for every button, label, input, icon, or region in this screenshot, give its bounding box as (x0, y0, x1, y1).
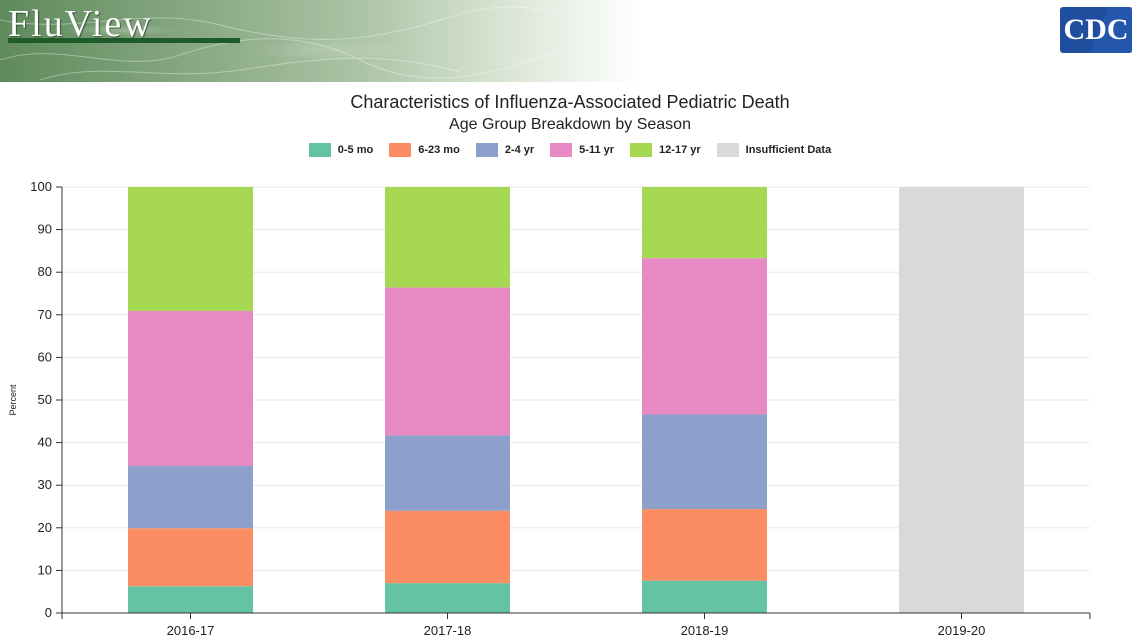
x-tick-label: 2016-17 (167, 623, 215, 638)
bar-segment (128, 310, 253, 467)
legend-item[interactable]: 12-17 yr (630, 143, 701, 157)
bar-segment (385, 187, 510, 288)
legend-label: Insufficient Data (745, 144, 832, 156)
bar-segment (642, 509, 767, 581)
y-tick-label: 90 (38, 222, 52, 237)
bar-segment (385, 287, 510, 436)
chart-subtitle: Age Group Breakdown by Season (449, 116, 691, 133)
legend-item[interactable]: 0-5 mo (308, 143, 374, 157)
y-axis-title: Percent (8, 384, 18, 416)
logo-underline (8, 38, 240, 43)
bar-segment (128, 528, 253, 587)
banner-texture (0, 6, 621, 81)
bar-segment (642, 187, 767, 259)
cdc-logo-text: CDC (1063, 13, 1129, 46)
y-tick-label: 0 (45, 605, 52, 620)
y-tick-label: 30 (38, 477, 52, 492)
cdc-logo[interactable]: CDC (1060, 7, 1132, 53)
x-tick-label: 2017-18 (424, 623, 472, 638)
legend-label: 0-5 mo (337, 144, 374, 156)
legend-swatch (308, 143, 331, 157)
legend-swatch (716, 143, 739, 157)
header-banner: FluView CDC (0, 0, 1140, 82)
chart-title: Characteristics of Influenza-Associated … (350, 92, 790, 112)
bar-segment (385, 510, 510, 584)
bar-segment (128, 187, 253, 311)
bar-segment (128, 586, 253, 613)
y-tick-label: 20 (38, 520, 52, 535)
x-tick-label: 2019-20 (938, 623, 986, 638)
y-tick-label: 60 (38, 349, 52, 364)
y-tick-label: 40 (38, 435, 52, 450)
legend-label: 5-11 yr (579, 144, 615, 156)
legend-swatch (630, 143, 653, 157)
cdc-logo-badge (1060, 7, 1132, 53)
legend-swatch (550, 143, 573, 157)
legend-item[interactable]: Insufficient Data (716, 143, 832, 157)
legend-swatch (389, 143, 412, 157)
bar-segment (642, 258, 767, 415)
legend-label: 12-17 yr (659, 144, 701, 156)
y-tick-label: 50 (38, 392, 52, 407)
bar-segment (642, 580, 767, 613)
x-tick-label: 2018-19 (681, 623, 729, 638)
legend-item[interactable]: 5-11 yr (550, 143, 614, 157)
chart-legend: 0-5 mo 6-23 mo 2-4 yr 5-11 yr 12-17 yr Insuff… (0, 143, 1140, 157)
y-tick-label: 100 (30, 179, 52, 194)
y-tick-label: 70 (38, 307, 52, 322)
bar-segment (128, 466, 253, 529)
y-tick-label: 10 (38, 562, 52, 577)
legend-swatch (475, 143, 498, 157)
y-tick-label: 80 (38, 264, 52, 279)
legend-item[interactable]: 2-4 yr (475, 143, 535, 157)
bar-segment (899, 187, 1024, 613)
legend-label: 6-23 mo (418, 144, 460, 156)
bar-segment (385, 435, 510, 511)
legend-item[interactable]: 6-23 mo (389, 143, 460, 157)
bar-segment (385, 583, 510, 613)
legend-label: 2-4 yr (504, 144, 535, 156)
bar-segment (642, 414, 767, 510)
